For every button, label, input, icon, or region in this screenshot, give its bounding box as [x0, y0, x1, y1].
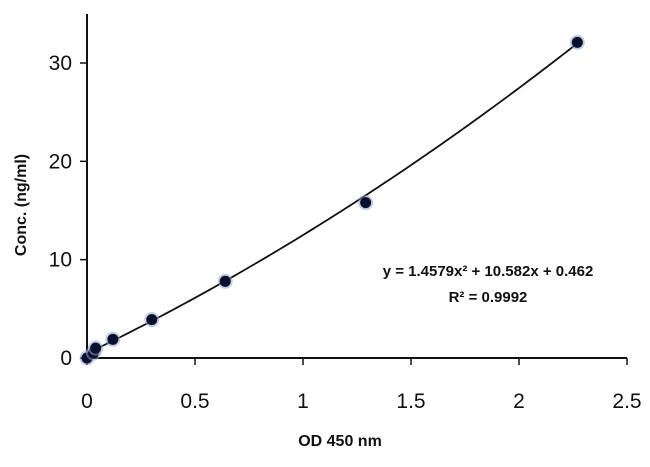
data-point	[88, 340, 104, 356]
data-point	[144, 312, 160, 328]
data-point-marker	[90, 342, 102, 354]
x-tick-label: 0.5	[180, 390, 209, 413]
r-squared-label: R² = 0.9992	[449, 289, 528, 306]
y-tick-label: 10	[49, 249, 72, 272]
data-point-marker	[360, 197, 372, 209]
x-axis-label: OD 450 nm	[298, 433, 382, 450]
data-point	[105, 331, 121, 347]
y-tick-label: 30	[49, 52, 72, 75]
trendline-equation: y = 1.4579x² + 10.582x + 0.462	[383, 263, 594, 280]
data-point-marker	[571, 36, 583, 48]
y-tick-label: 20	[49, 150, 72, 173]
data-point	[217, 273, 233, 289]
ticks: 0 0.5 1 1.5 2 2.5 0 10 20 30	[49, 52, 642, 413]
data-point-marker	[219, 275, 231, 287]
x-tick-label: 2	[513, 390, 525, 413]
axes	[85, 14, 627, 362]
trendline	[86, 42, 578, 355]
data-points	[79, 34, 585, 366]
data-point	[358, 195, 374, 211]
x-tick-label: 1	[297, 390, 309, 413]
x-tick-label: 2.5	[612, 390, 641, 413]
data-point	[569, 34, 585, 50]
data-point-marker	[107, 333, 119, 345]
y-tick-label: 0	[60, 347, 72, 370]
data-point-marker	[146, 314, 158, 326]
y-axis-label: Conc. (ng/ml)	[13, 154, 30, 256]
x-tick-label: 0	[81, 390, 93, 413]
x-tick-label: 1.5	[396, 390, 425, 413]
